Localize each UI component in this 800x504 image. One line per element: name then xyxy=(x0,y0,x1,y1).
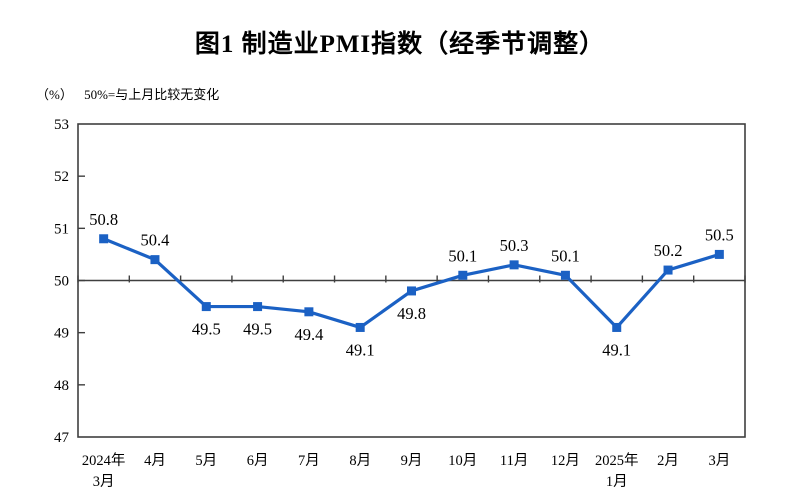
chart-subtitle: （%） 50%=与上月比较无变化 xyxy=(36,84,219,103)
y-tick-label: 48 xyxy=(54,378,69,394)
x-category-label: 8月 xyxy=(349,453,371,469)
y-tick-label: 51 xyxy=(54,221,69,237)
data-point-marker xyxy=(612,322,622,332)
y-tick-label: 52 xyxy=(54,169,69,185)
chart-title: 图1 制造业PMI指数（经季节调整） xyxy=(194,31,606,58)
x-category-label: 3月 xyxy=(708,453,730,469)
x-category-label: 10月 xyxy=(448,453,477,469)
x-category-label: 7月 xyxy=(298,453,320,469)
data-point-label: 50.3 xyxy=(500,236,529,255)
x-category-label: 1月 xyxy=(606,474,628,490)
data-point-label: 49.4 xyxy=(294,325,323,344)
data-point-label: 50.8 xyxy=(89,210,118,229)
data-point-marker xyxy=(150,255,160,265)
data-point-label: 49.1 xyxy=(602,340,631,359)
data-point-marker xyxy=(560,270,570,280)
x-category-label: 4月 xyxy=(144,453,166,469)
y-tick-label: 49 xyxy=(54,326,69,342)
data-point-marker xyxy=(509,260,519,270)
x-category-label: 12月 xyxy=(551,453,580,469)
data-point-marker xyxy=(714,249,724,259)
x-category-label: 11月 xyxy=(500,453,528,469)
y-tick-label: 47 xyxy=(54,430,70,446)
x-category-label: 5月 xyxy=(195,453,217,469)
data-point-label: 50.1 xyxy=(551,246,580,265)
x-category-label: 2025年 xyxy=(595,452,639,469)
x-category-label: 9月 xyxy=(401,453,423,469)
y-tick-label: 53 xyxy=(54,117,69,133)
data-point-marker xyxy=(253,302,263,312)
data-point-marker xyxy=(201,302,211,312)
x-category-label: 2月 xyxy=(657,453,679,469)
y-axis-unit-label: （%） xyxy=(36,87,73,102)
x-category-label: 2024年 xyxy=(82,452,126,469)
data-point-label: 49.1 xyxy=(346,340,375,359)
data-point-marker xyxy=(355,322,365,332)
baseline-note: 50%=与上月比较无变化 xyxy=(84,87,220,102)
data-point-marker xyxy=(99,234,109,244)
data-point-label: 49.5 xyxy=(192,320,221,339)
data-point-label: 50.1 xyxy=(448,246,477,265)
data-point-label: 50.4 xyxy=(141,231,170,250)
data-point-marker xyxy=(663,265,673,275)
x-category-label: 6月 xyxy=(247,453,269,469)
data-point-label: 49.5 xyxy=(243,320,272,339)
data-point-label: 50.5 xyxy=(705,225,734,244)
data-point-marker xyxy=(407,286,416,296)
data-point-marker xyxy=(458,270,468,280)
data-point-label: 49.8 xyxy=(397,304,426,323)
x-category-label: 3月 xyxy=(93,474,115,490)
y-tick-label: 50 xyxy=(54,274,69,290)
data-point-label: 50.2 xyxy=(654,241,683,260)
data-point-marker xyxy=(304,307,314,317)
